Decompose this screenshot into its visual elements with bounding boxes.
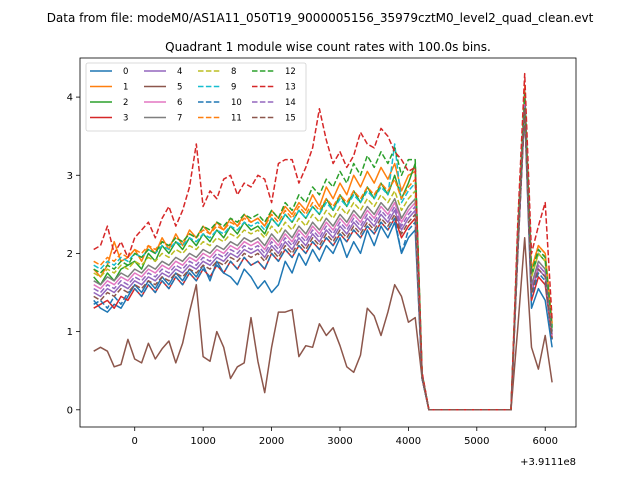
legend-label-0: 0 (123, 67, 128, 77)
x-axis-offset-label: +3.9111e8 (520, 457, 576, 468)
legend-label-9: 9 (231, 83, 236, 93)
legend-label-10: 10 (231, 98, 242, 108)
legend-label-14: 14 (285, 98, 296, 108)
x-axis: 0 1000 2000 3000 4000 5000 6000 (132, 427, 558, 447)
legend-label-15: 15 (285, 114, 296, 124)
series-line-12 (93, 92, 553, 411)
plot-frame (79, 57, 577, 428)
legend-box (85, 62, 307, 132)
legend-label-4: 4 (177, 67, 182, 77)
y-tick-label: 1 (67, 327, 73, 338)
x-tick-label: 1000 (190, 436, 215, 447)
legend-label-2: 2 (123, 98, 128, 108)
x-tick-label: 0 (132, 436, 138, 447)
legend-label-5: 5 (177, 83, 182, 93)
legend-label-8: 8 (231, 67, 236, 77)
legend-label-13: 13 (285, 83, 296, 93)
legend-label-6: 6 (177, 98, 182, 108)
legend-label-7: 7 (177, 114, 182, 124)
y-tick-label: 0 (67, 405, 73, 416)
y-tick-label: 4 (67, 93, 73, 104)
y-axis: 0 1 2 3 4 (67, 93, 80, 416)
series-layer (93, 72, 553, 411)
legend-label-11: 11 (231, 114, 242, 124)
legend-label-1: 1 (123, 83, 128, 93)
x-tick-label: 6000 (532, 436, 557, 447)
x-tick-label: 3000 (327, 436, 352, 447)
legend-label-12: 12 (285, 67, 296, 77)
chart-suptitle: Data from file: modeM0/AS1A11_050T19_900… (47, 11, 594, 25)
x-tick-label: 5000 (464, 436, 489, 447)
x-tick-label: 2000 (259, 436, 284, 447)
chart-title: Quadrant 1 module wise count rates with … (165, 40, 491, 54)
y-tick-label: 3 (67, 171, 73, 182)
series-line-15 (93, 108, 553, 411)
x-tick-label: 4000 (396, 436, 421, 447)
y-tick-label: 2 (67, 249, 73, 260)
legend-label-3: 3 (123, 114, 128, 124)
